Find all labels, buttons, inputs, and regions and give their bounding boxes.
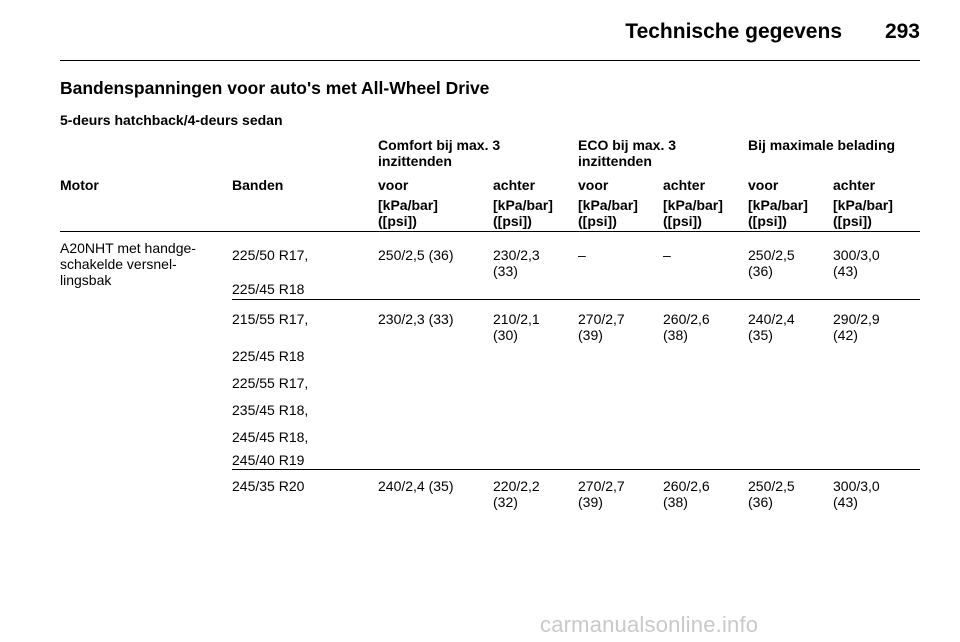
pressure-value: 260/2,6 (38) bbox=[663, 478, 710, 510]
tyre-size: 245/45 R18, bbox=[232, 429, 309, 445]
tyre-size: 235/45 R18, bbox=[232, 402, 309, 418]
pressure-value: 230/2,3 (33) bbox=[493, 247, 540, 279]
column-header-banden: Banden bbox=[232, 177, 284, 193]
pressure-value: 250/2,5 (36) bbox=[378, 247, 454, 263]
watermark: carmanualsonline.info bbox=[540, 612, 759, 637]
section-title: Bandenspanningen voor auto's met All-Whe… bbox=[60, 78, 490, 98]
pressure-value: – bbox=[578, 247, 586, 263]
group-header-max-load: Bij maximale belading bbox=[748, 137, 896, 153]
pressure-value: 270/2,7 (39) bbox=[578, 478, 625, 510]
tyre-size: 245/40 R19 bbox=[232, 452, 305, 468]
motor-cell: A20NHT met handge-schakelde versnel-ling… bbox=[60, 240, 196, 288]
column-header-motor: Motor bbox=[60, 177, 99, 193]
group-header-comfort: Comfort bij max. 3 inzittenden bbox=[378, 137, 501, 169]
pressure-value: 220/2,2 (32) bbox=[493, 478, 540, 510]
row-divider bbox=[232, 469, 920, 470]
column-header-comfort-rear: achter bbox=[493, 177, 536, 193]
column-header-eco-rear: achter bbox=[663, 177, 706, 193]
column-header-max-rear: achter bbox=[833, 177, 876, 193]
tyre-size: 225/45 R18 bbox=[232, 281, 305, 297]
running-header-title: Technische gegevens bbox=[625, 20, 842, 43]
tyre-size: 245/35 R20 bbox=[232, 478, 305, 494]
group-header-eco: ECO bij max. 3 inzittenden bbox=[578, 137, 677, 169]
column-header-eco-front: voor bbox=[578, 177, 609, 193]
pressure-value: 270/2,7 (39) bbox=[578, 311, 625, 343]
header-rule bbox=[60, 60, 920, 61]
pressure-value: – bbox=[663, 247, 671, 263]
unit-label: [kPa/bar] ([psi]) bbox=[833, 197, 893, 229]
pressure-value: 260/2,6 (38) bbox=[663, 311, 710, 343]
pressure-value: 300/3,0 (43) bbox=[833, 478, 880, 510]
section-subtitle: 5-deurs hatchback/4-deurs sedan bbox=[60, 112, 283, 128]
pressure-value: 250/2,5 (36) bbox=[748, 478, 795, 510]
pressure-value: 250/2,5 (36) bbox=[748, 247, 795, 279]
page-number: 293 bbox=[884, 20, 920, 43]
unit-label: [kPa/bar] ([psi]) bbox=[493, 197, 553, 229]
unit-label: [kPa/bar] ([psi]) bbox=[378, 197, 438, 229]
row-divider bbox=[232, 299, 920, 300]
column-header-comfort-front: voor bbox=[378, 177, 409, 193]
table-header-rule bbox=[60, 231, 920, 232]
pressure-value: 290/2,9 (42) bbox=[833, 311, 880, 343]
tyre-size: 225/50 R17, bbox=[232, 247, 309, 263]
unit-label: [kPa/bar] ([psi]) bbox=[663, 197, 723, 229]
tyre-size: 215/55 R17, bbox=[232, 311, 309, 327]
tyre-size: 225/55 R17, bbox=[232, 375, 309, 391]
unit-label: [kPa/bar] ([psi]) bbox=[748, 197, 808, 229]
pressure-value: 300/3,0 (43) bbox=[833, 247, 880, 279]
pressure-value: 210/2,1 (30) bbox=[493, 311, 540, 343]
unit-label: [kPa/bar] ([psi]) bbox=[578, 197, 638, 229]
column-header-max-front: voor bbox=[748, 177, 779, 193]
tyre-size: 225/45 R18 bbox=[232, 348, 305, 364]
pressure-value: 240/2,4 (35) bbox=[748, 311, 795, 343]
pressure-value: 240/2,4 (35) bbox=[378, 478, 454, 494]
pressure-value: 230/2,3 (33) bbox=[378, 311, 454, 327]
